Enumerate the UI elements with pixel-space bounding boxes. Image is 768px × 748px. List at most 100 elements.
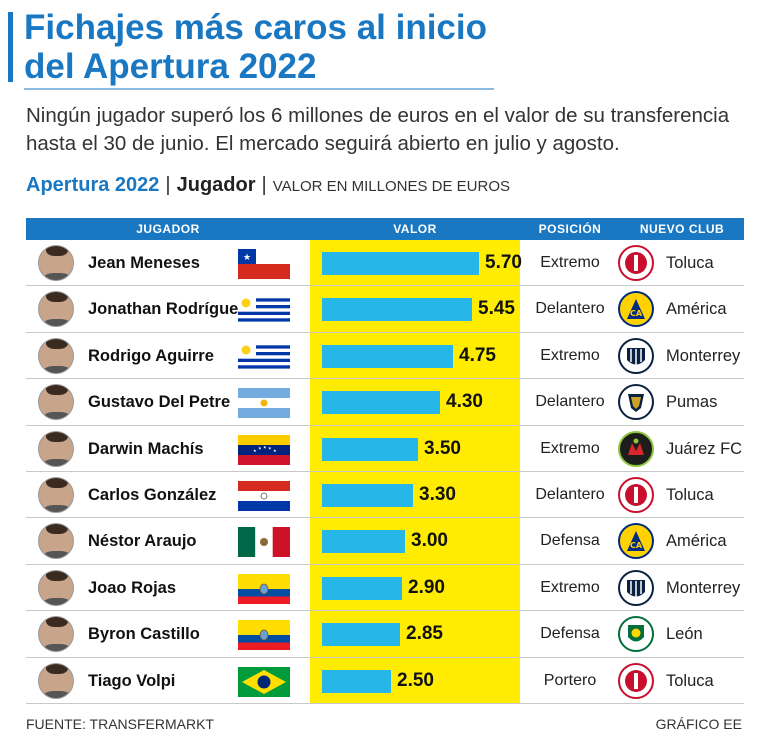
player-avatar	[38, 245, 74, 281]
club-crest-america-icon: CA	[618, 291, 654, 328]
svg-text:★: ★	[268, 445, 272, 450]
svg-text:★: ★	[243, 253, 251, 263]
table-row: Gustavo Del Petre 4.30 Delantero Pumas	[26, 379, 744, 426]
player-name: Carlos González	[88, 485, 217, 504]
flag-ecuador-icon	[238, 573, 290, 604]
club-crest-toluca-icon	[618, 476, 654, 513]
club-name: Monterrey	[666, 578, 741, 597]
player-position: Delantero	[535, 485, 605, 503]
value-bar	[322, 391, 440, 415]
flag-chile-icon: ★	[238, 249, 290, 279]
svg-text:★: ★	[273, 448, 277, 453]
club-name: Pumas	[666, 393, 718, 412]
value-bar	[322, 483, 413, 507]
table-row: Jean Meneses ★ 5.70 Extremo Toluca	[26, 240, 744, 287]
player-position: Defensa	[540, 532, 600, 550]
player-avatar	[38, 384, 74, 421]
player-avatar	[38, 291, 74, 328]
player-avatar	[38, 616, 74, 653]
player-avatar	[38, 337, 74, 374]
title-divider	[24, 88, 494, 90]
player-position: Delantero	[535, 300, 605, 318]
header-player-label: Jugador	[176, 174, 256, 196]
player-position: Delantero	[535, 393, 605, 411]
club-crest-toluca-icon	[618, 662, 654, 699]
svg-text:★: ★	[258, 445, 262, 450]
svg-text:★: ★	[253, 448, 257, 453]
table-body: Jean Meneses ★ 5.70 Extremo Toluca Jonathan R…	[26, 240, 744, 704]
value-bar	[322, 437, 418, 461]
player-name: Tiago Volpi	[88, 671, 176, 690]
player-position: Extremo	[540, 439, 600, 457]
svg-text:CA: CA	[630, 309, 643, 318]
source-note: FUENTE: TRANSFERMARKT	[26, 716, 214, 732]
page-subtitle: Ningún jugador superó los 6 millones de …	[26, 104, 730, 155]
player-name: Néstor Araujo	[88, 532, 197, 551]
svg-text:★: ★	[263, 444, 267, 449]
club-crest-toluca-icon	[618, 245, 654, 281]
table-row: Néstor Araujo 3.00 Defensa CA América	[26, 518, 744, 565]
player-avatar	[38, 569, 74, 606]
value-bar	[322, 669, 391, 693]
column-header-player: JUGADOR	[136, 222, 200, 236]
player-position: Extremo	[540, 254, 600, 271]
value-label: 3.00	[411, 530, 448, 552]
club-name: León	[666, 625, 703, 644]
table-row: Tiago Volpi 2.50 Portero Toluca	[26, 658, 744, 704]
column-header-club: NUEVO CLUB	[639, 222, 725, 236]
club-name: Toluca	[666, 671, 714, 690]
player-name: Joao Rojas	[88, 578, 177, 597]
value-label: 5.70	[485, 252, 522, 273]
table-row: Joao Rojas 2.90 Extremo Monterrey	[26, 565, 744, 612]
club-crest-monterrey-icon	[618, 337, 654, 374]
club-name: Toluca	[666, 485, 714, 504]
club-name: Monterrey	[666, 346, 741, 365]
player-avatar	[38, 662, 74, 699]
transfers-table: JUGADOR VALOR POSICIÓN NUEVO CLUB	[26, 218, 744, 240]
club-crest-america-icon: CA	[618, 523, 654, 560]
value-label: 2.85	[406, 623, 443, 645]
header-tournament: Apertura 2022	[26, 174, 160, 196]
title-accent-bar	[8, 12, 13, 82]
club-name: América	[666, 532, 727, 551]
header-value-label: VALOR EN MILLONES DE EUROS	[272, 178, 511, 195]
graphic-credit: GRÁFICO EE	[655, 716, 742, 732]
player-name: Gustavo Del Petre	[88, 393, 231, 412]
value-label: 3.30	[419, 483, 456, 505]
flag-ecuador-icon	[238, 620, 290, 651]
player-name: Darwin Machís	[88, 439, 204, 458]
flag-uruguay-icon	[238, 295, 290, 326]
table-row: Carlos González 3.30 Delantero Toluca	[26, 472, 744, 519]
player-avatar	[38, 430, 74, 467]
value-bar	[322, 252, 479, 275]
flag-uruguay-icon	[238, 341, 290, 372]
player-position: Portero	[543, 671, 597, 689]
table-header: JUGADOR VALOR POSICIÓN NUEVO CLUB	[26, 218, 744, 240]
flag-argentina-icon	[238, 388, 290, 419]
header-separator-1: |	[165, 174, 171, 196]
player-position: Defensa	[540, 625, 600, 643]
value-label: 4.30	[446, 391, 483, 413]
player-name: Jonathan Rodríguez	[88, 300, 247, 319]
table-row: Rodrigo Aguirre 4.75 Extremo Monterrey	[26, 333, 744, 380]
value-label: 2.90	[408, 576, 445, 598]
player-name: Jean Meneses	[88, 254, 200, 272]
club-crest-pumas-icon	[618, 384, 654, 421]
player-avatar	[38, 476, 74, 513]
flag-brazil-icon	[238, 666, 290, 697]
player-position: Extremo	[540, 578, 600, 596]
column-header-value: VALOR	[393, 222, 437, 236]
value-bar	[322, 576, 402, 600]
club-name: América	[666, 300, 727, 319]
player-name: Rodrigo Aguirre	[88, 346, 214, 365]
club-crest-monterrey-icon	[618, 569, 654, 606]
club-name: Juárez FC	[666, 439, 743, 458]
column-header-position: POSICIÓN	[538, 222, 602, 236]
club-name: Toluca	[666, 254, 714, 272]
player-avatar	[38, 523, 74, 560]
header-separator-2: |	[261, 174, 267, 196]
flag-paraguay-icon	[238, 480, 290, 511]
table-row: Darwin Machís ★ ★ ★ ★ ★ 3.50 Extremo Juárez FC	[26, 426, 744, 472]
flag-mexico-icon	[238, 527, 290, 558]
value-bar	[322, 623, 400, 647]
